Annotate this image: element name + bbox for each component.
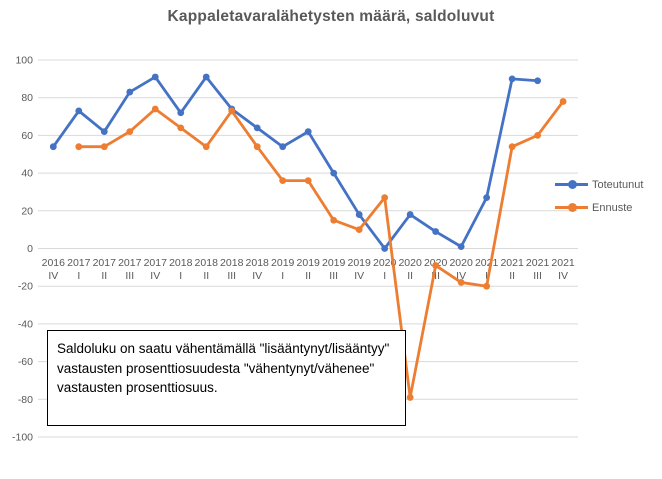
toteutunut-series-swatch-icon: [555, 180, 588, 189]
data-point-marker: [177, 109, 185, 117]
y-tick-label: -20: [18, 281, 33, 293]
data-point-marker: [406, 211, 414, 218]
data-point-marker: [355, 226, 363, 234]
ennuste-series-swatch-icon: [555, 203, 588, 212]
data-point-marker: [483, 194, 491, 202]
y-tick-label: -60: [18, 356, 33, 368]
y-tick-label: -80: [18, 394, 33, 406]
data-point-marker: [457, 279, 465, 286]
x-tick-label: 2020 IV: [449, 257, 473, 282]
data-point-marker: [508, 75, 516, 83]
x-tick-label: 2018 III: [220, 257, 244, 282]
data-point-marker: [253, 143, 261, 151]
y-tick-label: 60: [21, 130, 33, 142]
series-ennuste: [75, 98, 567, 401]
data-point-marker: [202, 143, 210, 151]
data-point-marker: [330, 216, 338, 224]
data-point-marker: [202, 73, 210, 81]
data-point-marker: [228, 107, 236, 115]
data-point-marker: [483, 282, 491, 290]
data-point-marker: [534, 132, 542, 139]
data-point-marker: [75, 107, 83, 115]
data-point-marker: [381, 245, 389, 252]
data-point-marker: [534, 77, 542, 85]
x-tick-label: 2018 II: [195, 257, 219, 282]
data-point-marker: [406, 394, 414, 401]
y-tick-label: 40: [21, 168, 33, 180]
data-point-marker: [508, 143, 516, 151]
x-tick-label: 2019 I: [271, 257, 295, 282]
y-tick-label: 100: [15, 55, 33, 67]
data-point-marker: [457, 243, 465, 251]
data-point-marker: [75, 143, 83, 151]
x-tick-label: 2019 III: [322, 257, 346, 282]
x-tick-label: 2021 III: [526, 257, 550, 282]
data-point-marker: [432, 262, 440, 269]
data-point-marker: [304, 177, 312, 185]
x-tick-label: 2019 II: [297, 257, 321, 282]
data-point-marker: [559, 98, 567, 105]
data-point-marker: [151, 105, 159, 113]
y-tick-label: 0: [27, 243, 33, 255]
x-tick-label: 2016 IV: [42, 257, 66, 282]
x-tick-label: 2021 II: [500, 257, 524, 282]
y-tick-label: 80: [21, 92, 33, 104]
legend-item-ennuste: Ennuste: [555, 196, 643, 219]
x-tick-label: 2017 III: [118, 257, 142, 282]
x-tick-label: 2017 II: [93, 257, 117, 282]
y-tick-label: 20: [21, 205, 33, 217]
y-tick-label: -40: [18, 318, 33, 330]
data-point-marker: [126, 88, 134, 96]
series-line: [77, 100, 565, 399]
legend-label-ennuste: Ennuste: [592, 201, 633, 214]
annotation-box: Saldoluku on saatu vähentämällä "lisäänt…: [47, 330, 406, 426]
legend-label-toteutunut: Toteutunut: [592, 178, 644, 191]
y-axis-labels: -100 -80 -60 -40 -20 0 20 40 60 80 100: [12, 55, 33, 444]
data-point-marker: [304, 128, 312, 136]
chart-title: Kappaletavaralähetysten määrä, saldoluvu…: [167, 8, 495, 25]
legend-item-toteutunut: Toteutunut: [555, 173, 643, 196]
series-toteutunut: [49, 73, 542, 252]
data-point-marker: [355, 211, 363, 218]
data-point-marker: [381, 194, 389, 202]
annotation-text: Saldoluku on saatu vähentämällä "lisäänt…: [57, 341, 390, 396]
data-point-marker: [100, 128, 108, 136]
x-tick-label: 2020 II: [398, 257, 422, 282]
data-point-marker: [177, 124, 185, 132]
series-line: [51, 75, 540, 250]
x-tick-label: 2021 IV: [551, 257, 575, 282]
data-point-marker: [279, 143, 287, 151]
data-point-marker: [253, 124, 261, 132]
data-point-marker: [279, 177, 287, 185]
x-tick-label: 2018 IV: [246, 257, 270, 282]
data-point-marker: [330, 169, 338, 177]
data-point-marker: [49, 143, 57, 151]
x-tick-label: 2017 I: [67, 257, 91, 282]
x-tick-label: 2020 I: [373, 257, 397, 282]
x-tick-label: 2017 IV: [144, 257, 168, 282]
data-point-marker: [100, 143, 108, 151]
data-point-marker: [126, 128, 134, 136]
data-point-marker: [432, 228, 440, 235]
x-tick-label: 2018 I: [169, 257, 193, 282]
y-tick-label: -100: [12, 432, 33, 444]
x-tick-label: 2019 IV: [348, 257, 372, 282]
data-point-marker: [151, 73, 159, 81]
legend: Toteutunut Ennuste: [555, 173, 643, 219]
